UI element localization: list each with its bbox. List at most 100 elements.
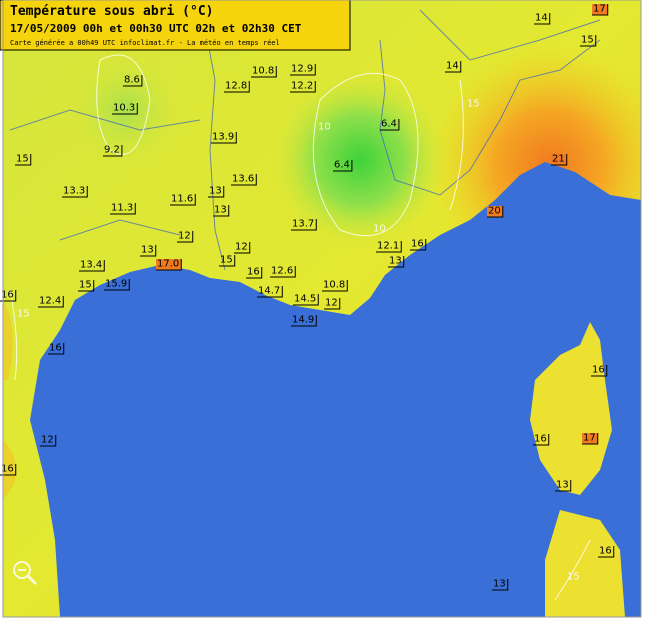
station-frame (177, 231, 194, 243)
station-value: 12 (41, 434, 54, 445)
isoline-label: 15 (467, 98, 480, 109)
station-frame (333, 160, 353, 172)
station-frame (62, 186, 88, 198)
map-border (2, 0, 642, 618)
station-frame (0, 464, 17, 476)
station-frame (104, 279, 130, 291)
isoline-label: 15 (17, 308, 30, 319)
station-value: 17.0 (157, 258, 179, 269)
station-frame (445, 61, 462, 73)
station-frame (112, 103, 138, 115)
station-frame (211, 132, 237, 144)
station-value: 13.7 (292, 218, 314, 229)
station-frame (213, 205, 230, 217)
station-value: 16 (247, 266, 260, 277)
station-value: 21 (552, 153, 565, 164)
station-frame (580, 35, 597, 47)
station-value: 11.3 (111, 202, 133, 213)
station-value: 16 (1, 463, 14, 474)
station-value: 13 (493, 578, 506, 589)
station-frame (410, 239, 427, 251)
station-value: 15 (581, 34, 594, 45)
station-frame (290, 81, 316, 93)
station-frame (38, 296, 64, 308)
station-value: 16 (592, 364, 605, 375)
station-value: 12.6 (271, 265, 293, 276)
station-frame (234, 242, 251, 254)
station-frame (224, 81, 250, 93)
station-value: 15.9 (105, 278, 127, 289)
station-frame (251, 66, 277, 78)
station-value: 12.1 (377, 240, 399, 251)
station-frame (380, 119, 400, 131)
station-value: 8.6 (124, 74, 140, 85)
station-value: 14 (446, 60, 459, 71)
station-frame (40, 435, 57, 447)
station-frame (293, 294, 319, 306)
isoline-label: 10 (318, 121, 331, 132)
station-frame (270, 266, 296, 278)
station-frame (257, 286, 283, 298)
station-frame (555, 480, 572, 492)
station-value: 13 (389, 255, 402, 266)
station-frame (78, 280, 95, 292)
station-frame (15, 154, 32, 166)
station-value: 13 (214, 204, 227, 215)
station-value: 16 (534, 433, 547, 444)
corsica (530, 322, 612, 495)
station-frame (103, 145, 123, 157)
station-value: 10.3 (113, 102, 135, 113)
station-frame (0, 290, 17, 302)
station-frame (591, 365, 608, 377)
station-frame (592, 4, 609, 16)
station-frame (376, 241, 402, 253)
station-value: 13 (556, 479, 569, 490)
station-box (582, 433, 598, 444)
station-box (156, 259, 182, 270)
station-value: 6.4 (381, 118, 397, 129)
station-frame (219, 255, 236, 267)
station-frame (487, 206, 504, 218)
sea (30, 162, 641, 617)
station-frame (79, 260, 105, 272)
station-frame (291, 315, 317, 327)
station-frame (290, 64, 316, 76)
station-box (592, 4, 608, 15)
station-frame (208, 186, 225, 198)
station-value: 14.9 (292, 314, 314, 325)
station-value: 14.5 (294, 293, 316, 304)
station-frame (551, 154, 568, 166)
station-frame (598, 546, 615, 558)
header-title: Température sous abri (°C) (10, 4, 214, 19)
station-frame (291, 219, 317, 231)
station-value: 16 (411, 238, 424, 249)
station-value: 12.2 (291, 80, 313, 91)
station-value: 13 (209, 185, 222, 196)
station-frame (534, 13, 551, 25)
station-value: 12 (235, 241, 248, 252)
station-box (551, 154, 567, 165)
station-value: 12 (325, 297, 338, 308)
station-value: 12.8 (225, 80, 247, 91)
station-frame (156, 259, 182, 271)
header-box (0, 0, 351, 51)
zoom-icon[interactable] (13, 561, 38, 586)
station-value: 17 (593, 3, 606, 14)
station-frame (322, 280, 348, 292)
station-value: 9.2 (104, 144, 120, 155)
station-value: 12.9 (291, 63, 313, 74)
station-frame (492, 579, 509, 591)
station-value: 11.6 (171, 193, 193, 204)
isoline-label: 10 (373, 223, 386, 234)
station-frame (110, 203, 136, 215)
sardinia (545, 510, 625, 617)
station-value: 13.9 (212, 131, 234, 142)
station-value: 16 (49, 342, 62, 353)
station-value: 17 (583, 432, 596, 443)
station-value: 12 (178, 230, 191, 241)
station-frame (533, 434, 550, 446)
station-value: 14 (535, 12, 548, 23)
station-value: 20 (488, 205, 501, 216)
station-box (487, 206, 503, 217)
station-value: 10.8 (252, 65, 274, 76)
